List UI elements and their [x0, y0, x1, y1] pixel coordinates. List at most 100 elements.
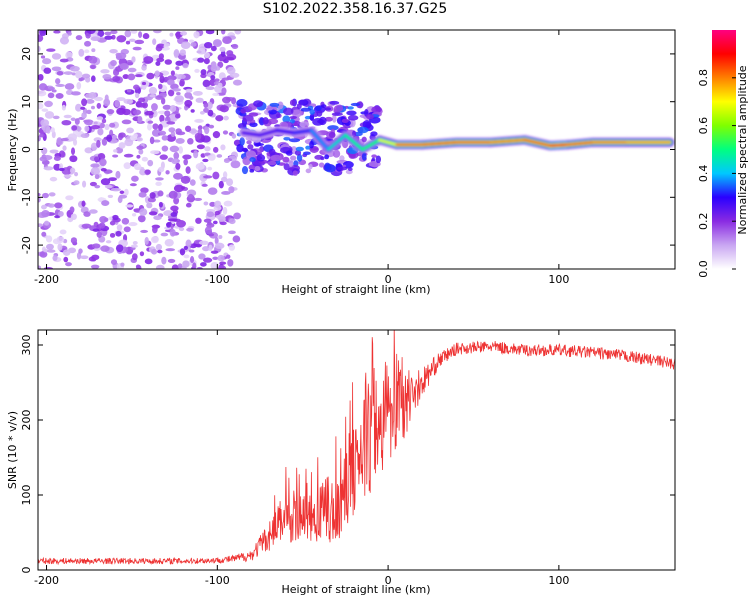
noise-blob: [166, 222, 171, 228]
colorbar-tick-label: 0.6: [697, 117, 710, 135]
noise-blob: [212, 256, 219, 260]
noise-blob: [126, 62, 134, 66]
noise-blob: [127, 67, 137, 73]
noise-blob: [120, 262, 125, 267]
noise-blob: [197, 57, 205, 63]
noise-blob: [115, 146, 124, 154]
noise-blob: [51, 130, 56, 139]
noise-blob: [185, 202, 192, 208]
transition-blob: [282, 156, 290, 163]
noise-blob: [219, 105, 229, 113]
noise-blob: [179, 49, 186, 56]
noise-blob: [182, 154, 192, 160]
noise-blob: [221, 96, 231, 104]
transition-blob: [316, 109, 323, 117]
noise-blob: [155, 95, 163, 100]
noise-blob: [70, 117, 76, 122]
noise-blob: [61, 104, 66, 111]
transition-blob: [262, 117, 269, 125]
noise-blob: [231, 43, 239, 50]
noise-blob: [206, 211, 215, 218]
noise-blob: [204, 41, 213, 49]
noise-blob: [38, 192, 41, 197]
noise-blob: [190, 109, 195, 113]
noise-blob: [203, 57, 210, 65]
noise-blob: [168, 190, 178, 199]
noise-blob: [43, 67, 52, 74]
noise-blob: [168, 127, 176, 133]
noise-blob: [84, 40, 92, 47]
noise-blob: [171, 158, 180, 165]
transition-blob: [241, 166, 249, 175]
noise-blob: [210, 45, 217, 52]
noise-blob: [38, 73, 44, 81]
transition-blob: [305, 168, 312, 174]
noise-blob: [48, 203, 55, 208]
noise-blob: [196, 144, 205, 150]
noise-blob: [69, 155, 78, 163]
transition-blob: [291, 109, 302, 118]
noise-blob: [85, 93, 93, 99]
noise-blob: [218, 180, 224, 189]
noise-blob: [223, 200, 233, 207]
transition-blob: [245, 150, 257, 159]
noise-blob: [214, 40, 222, 46]
figure-title: S102.2022.358.16.37.G25: [262, 1, 448, 17]
noise-blob: [158, 83, 163, 90]
noise-blob: [92, 228, 100, 232]
noise-blob: [149, 94, 156, 98]
noise-blob: [183, 158, 189, 166]
noise-blob: [110, 187, 121, 192]
noise-blob: [67, 31, 72, 36]
noise-blob: [188, 39, 195, 43]
noise-blob: [204, 146, 211, 152]
snr-panel: -200 -100 0 100 0 100 200 300 Height of straig…: [6, 329, 676, 596]
noise-blob: [98, 222, 106, 229]
ridge-segment: [309, 129, 330, 151]
noise-blob: [55, 78, 61, 85]
noise-blob: [202, 79, 211, 88]
noise-blob: [52, 255, 58, 261]
noise-blob: [202, 158, 209, 163]
noise-blob: [122, 74, 129, 80]
noise-blob: [203, 257, 213, 263]
noise-blob: [205, 86, 215, 91]
noise-blob: [49, 149, 59, 154]
transition-blob: [309, 140, 314, 149]
noise-blob: [100, 69, 110, 74]
transition-blob: [246, 140, 252, 145]
noise-blob: [161, 135, 169, 141]
noise-blob: [198, 253, 206, 260]
transition-blob: [329, 100, 340, 105]
noise-blob: [228, 186, 235, 194]
y-tick-label: 100: [20, 485, 33, 506]
noise-blob: [152, 38, 157, 46]
noise-blob: [165, 248, 176, 252]
noise-blob: [100, 167, 107, 172]
noise-blob: [159, 154, 168, 160]
noise-blob: [80, 133, 90, 139]
noise-blob: [38, 223, 44, 228]
noise-blob: [81, 200, 86, 207]
noise-blob: [106, 109, 115, 115]
noise-blob: [75, 103, 82, 112]
noise-blob: [170, 70, 175, 76]
noise-blob: [222, 171, 228, 179]
noise-blob: [70, 213, 77, 220]
noise-blob: [214, 200, 222, 208]
noise-blob: [104, 35, 113, 40]
noise-blob: [132, 46, 142, 51]
ridge-segment: [361, 138, 381, 151]
noise-blob: [102, 74, 112, 80]
noise-blob: [192, 262, 197, 269]
noise-blob: [210, 75, 216, 80]
transition-blob: [336, 166, 348, 171]
noise-blob: [121, 217, 130, 225]
noise-blob: [228, 230, 236, 235]
x-tick-label: 0: [385, 273, 392, 286]
noise-blob: [185, 239, 192, 248]
noise-blob: [147, 159, 154, 167]
noise-blob: [219, 221, 227, 226]
transition-blob: [288, 138, 301, 143]
noise-blob: [44, 111, 55, 119]
